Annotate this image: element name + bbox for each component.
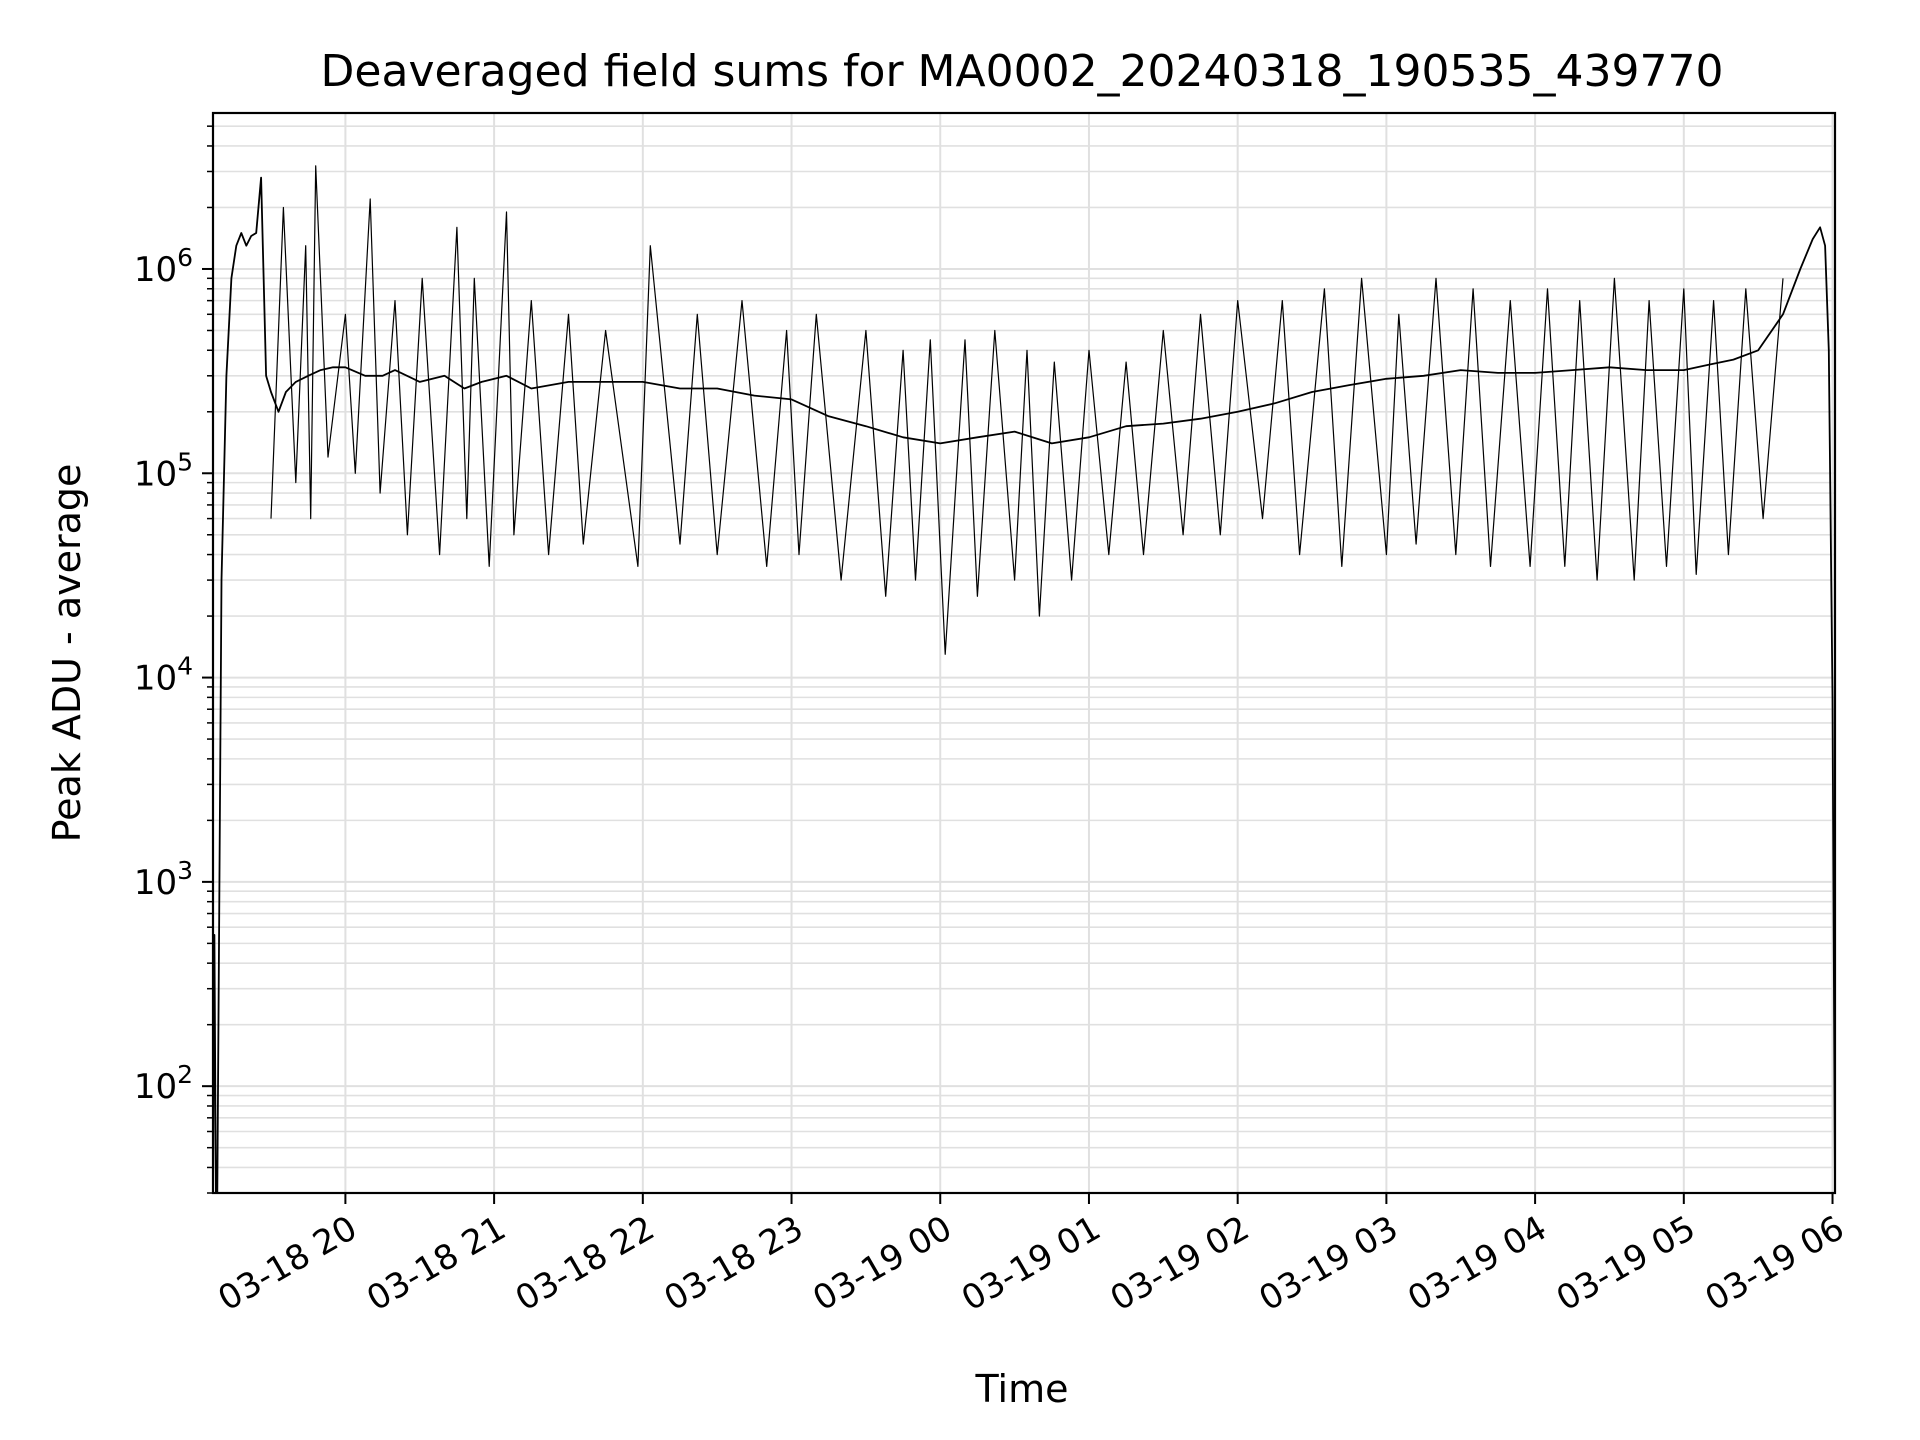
y-axis-label: Peak ADU - average [45,464,89,843]
y-tick-label: 103 [134,856,193,903]
plot-frame [211,111,1837,1195]
x-axis-label: Time [975,1367,1069,1411]
chart-title: Deaveraged field sums for MA0002_2024031… [321,46,1724,97]
series-line [212,176,1836,1194]
grid [213,113,1835,1194]
y-tick-label: 106 [134,243,193,290]
series-layer [212,165,1836,1194]
y-tick-label: 105 [134,447,193,494]
y-axis: 102 103 104 105 106 [134,125,213,1194]
y-tick-label: 102 [134,1060,193,1107]
series-line [270,165,1784,655]
y-tick-label: 104 [134,652,193,699]
